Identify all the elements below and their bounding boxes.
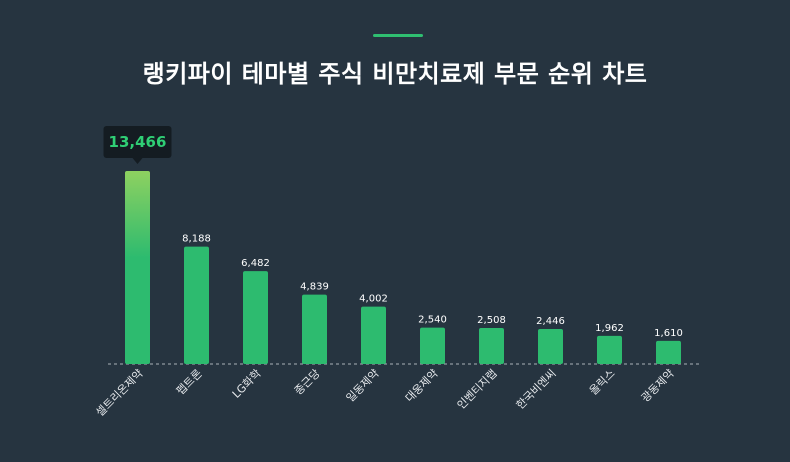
bar-3[interactable] [243, 271, 268, 364]
category-label-5: 일동제약 [343, 366, 382, 405]
category-label-1: 셀트리온제약 [93, 366, 146, 419]
bar-4[interactable] [302, 294, 327, 364]
category-label-4: 종근당 [292, 367, 323, 398]
value-label-8: 2,446 [536, 316, 565, 327]
value-label-2: 8,188 [182, 234, 211, 245]
bar-5[interactable] [361, 306, 386, 364]
bar-7[interactable] [479, 328, 504, 364]
title-accent-line [373, 34, 423, 37]
value-label-7: 2,508 [477, 315, 506, 326]
category-label-3: LG화학 [230, 367, 264, 401]
bar-9[interactable] [597, 335, 622, 364]
value-label-6: 2,540 [418, 315, 447, 326]
bar-2[interactable] [184, 246, 209, 364]
value-label-3: 6,482 [241, 258, 270, 269]
category-label-2: 펩트론 [174, 367, 205, 398]
value-label-9: 1,962 [595, 323, 624, 334]
category-label-7: 인벤티지랩 [455, 367, 500, 412]
category-label-8: 한국비엔씨 [514, 367, 559, 412]
bar-1[interactable] [125, 171, 150, 364]
bar-6[interactable] [420, 327, 445, 364]
bar-8[interactable] [538, 328, 563, 364]
value-tooltip [103, 126, 172, 158]
bar-10[interactable] [656, 340, 681, 364]
chart-title: 랭키파이 테마별 주식 비만치료제 부문 순위 차트 [142, 60, 648, 88]
category-label-6: 대웅제약 [402, 366, 441, 405]
value-label-5: 4,002 [359, 294, 388, 305]
tooltip-pointer [132, 158, 143, 164]
tooltip-value-label: 13,466 [109, 133, 167, 151]
value-label-10: 1,610 [654, 328, 683, 339]
category-label-10: 광동제약 [638, 366, 677, 405]
category-label-9: 올릭스 [587, 367, 618, 398]
value-label-4: 4,839 [300, 282, 329, 293]
